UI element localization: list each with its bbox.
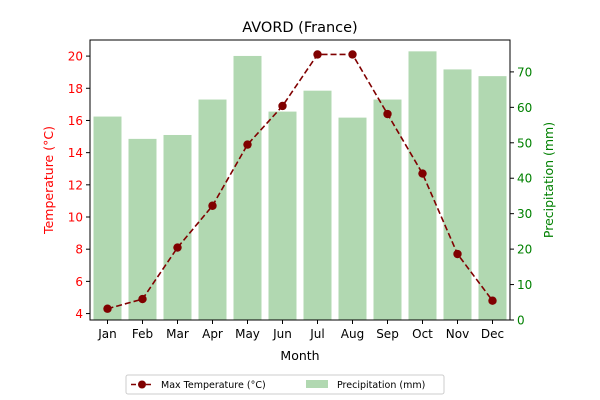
left-y-tick-label: 18 bbox=[68, 82, 83, 96]
precipitation-bar bbox=[478, 76, 507, 320]
temperature-point bbox=[348, 50, 357, 59]
temperature-point bbox=[453, 249, 462, 259]
precipitation-bar bbox=[93, 116, 122, 320]
x-tick-label: Jan bbox=[97, 327, 117, 341]
temperature-point bbox=[243, 140, 252, 149]
left-y-tick-label: 20 bbox=[68, 50, 83, 64]
temperature-point bbox=[278, 101, 287, 111]
left-y-tick-label: 12 bbox=[68, 178, 83, 192]
precipitation-bar bbox=[268, 111, 297, 320]
x-tick-label: Mar bbox=[166, 327, 189, 341]
chart-title: AVORD (France) bbox=[242, 20, 357, 36]
temperature-point bbox=[383, 109, 392, 119]
x-axis: Jan Feb Mar Apr May Jun Jul Aug Sep Oct Nov Dec bbox=[97, 320, 504, 341]
left-y-axis-label: Temperature (°C) bbox=[41, 126, 56, 235]
right-y-axis-label: Precipitation (mm) bbox=[541, 122, 556, 238]
right-y-axis: 0 10 20 30 40 50 60 70 bbox=[510, 65, 532, 328]
x-axis-label: Month bbox=[280, 348, 319, 363]
legend-marker-swatch bbox=[138, 380, 146, 389]
x-tick-label: Jul bbox=[309, 327, 324, 341]
precipitation-bar bbox=[233, 55, 262, 320]
precipitation-bar bbox=[128, 138, 157, 320]
right-y-tick-label: 60 bbox=[517, 101, 532, 115]
precipitation-bar bbox=[373, 99, 402, 320]
right-y-tick-label: 50 bbox=[517, 136, 532, 150]
right-y-tick-label: 20 bbox=[517, 243, 532, 257]
left-y-axis: 4 6 8 10 12 14 16 18 20 bbox=[68, 50, 90, 321]
x-tick-label: May bbox=[235, 327, 260, 341]
legend-box bbox=[125, 374, 445, 395]
x-tick-label: Feb bbox=[132, 327, 153, 341]
x-tick-label: Jun bbox=[272, 327, 292, 341]
precipitation-bar bbox=[408, 51, 437, 321]
x-tick-label: Oct bbox=[412, 327, 433, 341]
x-tick-label: Apr bbox=[202, 327, 223, 341]
legend-bar-swatch bbox=[306, 380, 328, 388]
temperature-point bbox=[138, 294, 147, 304]
temperature-line bbox=[103, 50, 497, 313]
x-tick-label: Aug bbox=[341, 327, 364, 341]
left-y-tick-label: 14 bbox=[68, 146, 83, 160]
legend-label-precipitation: Precipitation (mm) bbox=[337, 380, 425, 391]
precipitation-bar bbox=[443, 69, 472, 320]
temperature-point bbox=[103, 304, 112, 313]
temperature-point bbox=[313, 50, 322, 59]
right-y-tick-label: 70 bbox=[517, 65, 532, 79]
left-y-tick-label: 8 bbox=[75, 243, 83, 257]
precipitation-bars bbox=[93, 51, 507, 321]
left-y-tick-label: 16 bbox=[68, 114, 83, 128]
precipitation-bar bbox=[303, 90, 332, 320]
temperature-series-line bbox=[107, 53, 494, 310]
temperature-point bbox=[173, 243, 182, 252]
left-y-tick-label: 4 bbox=[75, 307, 83, 321]
temperature-point bbox=[208, 201, 217, 210]
legend-label-temperature: Max Temperature (°C) bbox=[161, 380, 266, 391]
right-y-tick-label: 40 bbox=[517, 172, 532, 186]
plot-frame bbox=[89, 39, 511, 321]
right-y-tick-label: 10 bbox=[517, 278, 532, 292]
left-y-tick-label: 10 bbox=[68, 211, 83, 225]
x-tick-label: Dec bbox=[481, 327, 504, 341]
x-tick-label: Sep bbox=[376, 327, 399, 341]
precipitation-bar bbox=[338, 117, 367, 320]
right-y-tick-label: 30 bbox=[517, 207, 532, 221]
temperature-point bbox=[418, 169, 427, 178]
right-y-tick-label: 0 bbox=[517, 314, 525, 328]
x-tick-label: Nov bbox=[446, 327, 469, 341]
precipitation-bar bbox=[163, 134, 192, 320]
legend: Max Temperature (°C) Precipitation (mm) bbox=[125, 374, 445, 395]
left-y-tick-label: 6 bbox=[75, 275, 83, 289]
temperature-point bbox=[488, 296, 497, 305]
